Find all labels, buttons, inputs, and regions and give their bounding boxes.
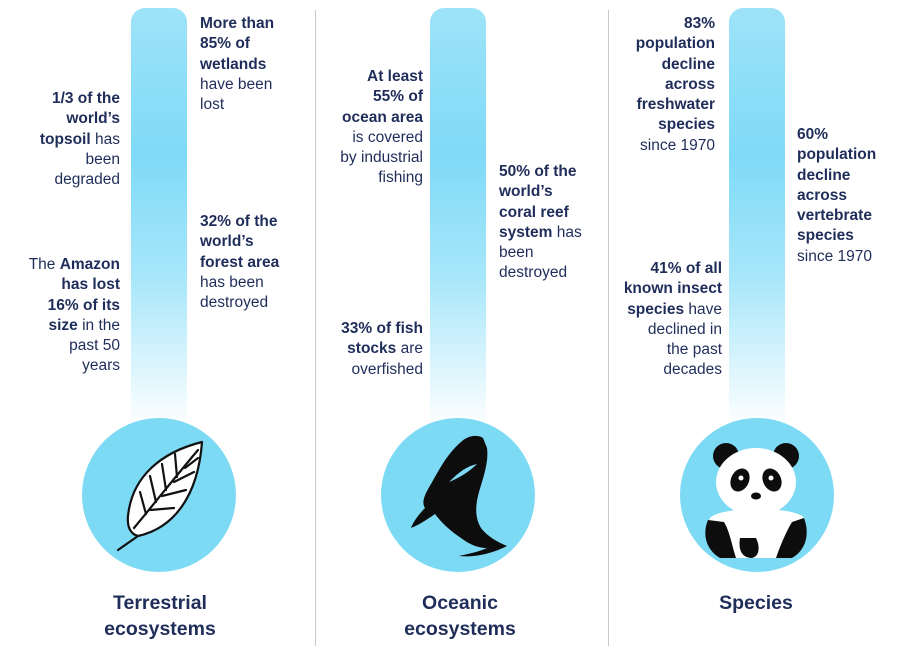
column-divider bbox=[608, 10, 609, 646]
oceanic-title: Oceanic ecosystems bbox=[404, 592, 516, 640]
terrestrial-bulb bbox=[82, 418, 236, 572]
fish-icon bbox=[411, 435, 507, 557]
fact-amazon: The Amazon has lost 16% of its size in t… bbox=[28, 256, 120, 375]
fact-forest: 32% of the world’s forest area has been … bbox=[200, 213, 280, 312]
fact-freshwater: 83% population decline across freshwater… bbox=[635, 15, 715, 154]
fact-topsoil: 1/3 of the world’s topsoil has been degr… bbox=[39, 90, 120, 189]
fact-ocean-area: At least 55% of ocean area is covered by… bbox=[340, 68, 423, 187]
thermometer-tube-terrestrial bbox=[131, 8, 187, 428]
thermometer-tube-oceanic bbox=[430, 8, 486, 428]
thermometer-tube-species bbox=[729, 8, 785, 428]
fact-wetlands: More than 85% of wetlands have been lost bbox=[200, 15, 275, 114]
oceanic-bulb bbox=[381, 418, 535, 572]
fact-insects: 41% of all known insect species have dec… bbox=[623, 260, 722, 379]
fact-vertebrate: 60% population decline across vertebrate… bbox=[797, 126, 877, 265]
fact-fish-stocks: 33% of fish stocks are overfished bbox=[341, 320, 423, 378]
leaf-icon bbox=[116, 440, 204, 552]
column-divider bbox=[315, 10, 316, 646]
terrestrial-title: Terrestrial ecosystems bbox=[104, 592, 216, 640]
fact-coral: 50% of the world’s coral reef system has… bbox=[499, 163, 582, 282]
panda-icon bbox=[705, 443, 807, 558]
species-bulb bbox=[680, 418, 834, 572]
species-title: Species bbox=[719, 592, 793, 614]
